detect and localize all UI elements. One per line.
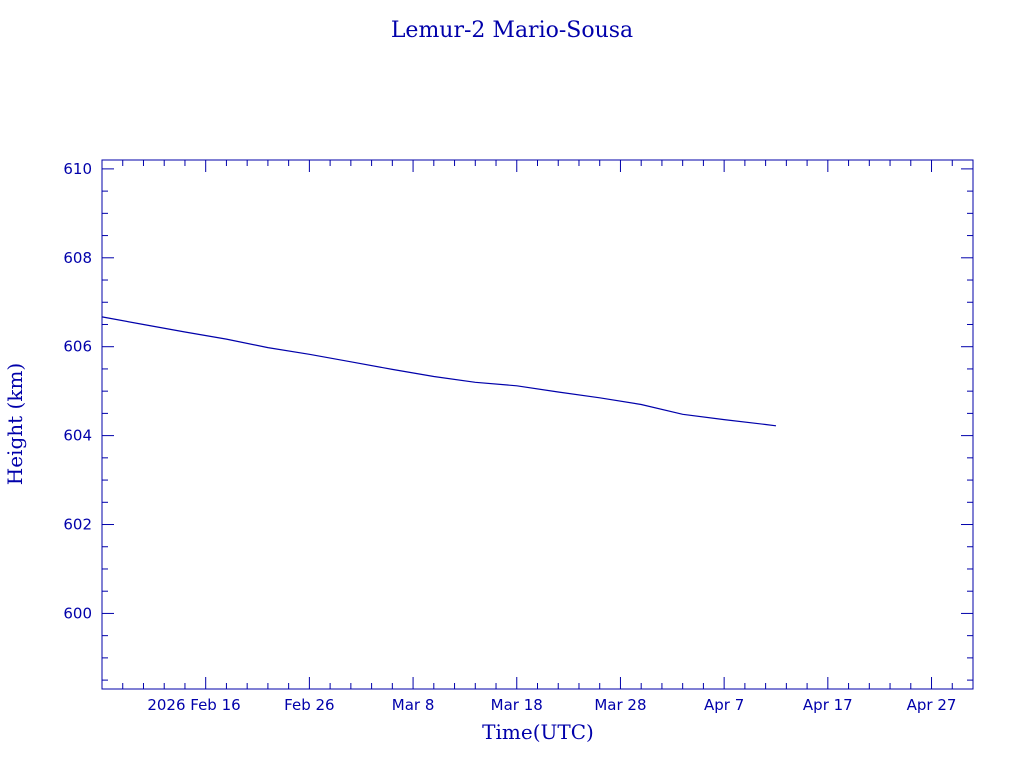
height-series-line xyxy=(101,316,777,427)
plot-frame xyxy=(101,159,974,690)
axes: 2026 Feb 16 Feb 26 Mar 8 Mar 18 Mar 28 Apr 7 A… xyxy=(63,160,974,714)
x-axis-label: Time(UTC) xyxy=(482,720,594,744)
x-tick-label: Mar 28 xyxy=(594,696,646,714)
x-tick-label: 2026 Feb 16 xyxy=(147,696,240,714)
chart-title: Lemur-2 Mario-Sousa xyxy=(391,18,633,43)
x-tick-label: Apr 17 xyxy=(803,696,853,714)
y-tick-label: 600 xyxy=(63,604,92,622)
x-tick-label: Apr 7 xyxy=(704,696,744,714)
x-tick-label: Feb 26 xyxy=(284,696,334,714)
y-tick-label: 608 xyxy=(63,249,92,267)
x-tick-label: Apr 27 xyxy=(907,696,957,714)
x-tick-label: Mar 18 xyxy=(491,696,543,714)
x-tick-label: Mar 8 xyxy=(392,696,435,714)
y-axis-label: Height (km) xyxy=(3,363,27,485)
y-tick-label: 602 xyxy=(63,516,92,534)
y-tick-label: 604 xyxy=(63,427,92,445)
y-tick-label: 606 xyxy=(63,338,92,356)
y-tick-label: 610 xyxy=(63,160,92,178)
